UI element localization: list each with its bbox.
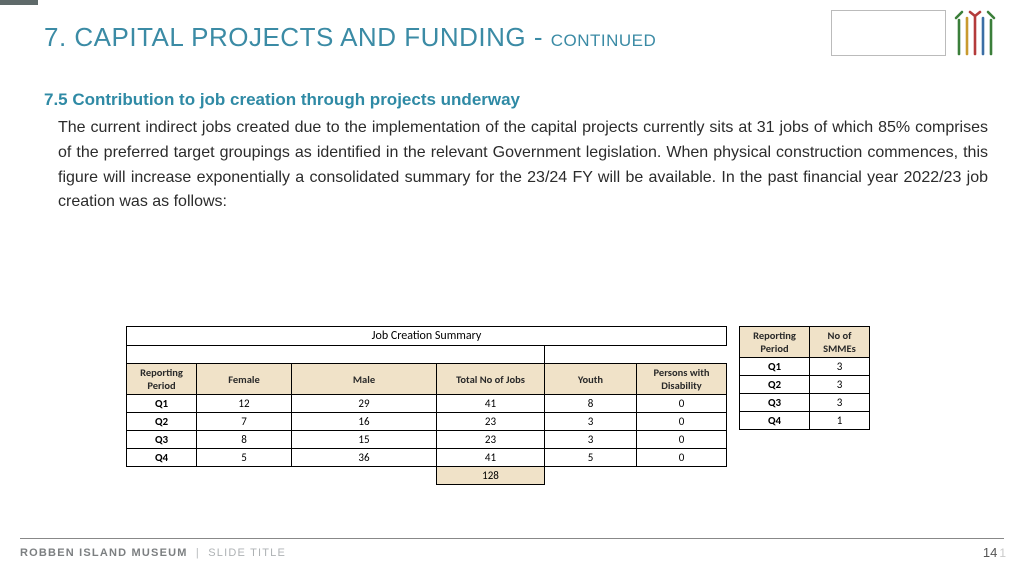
smme-table: Reporting Period No of SMMEs Q1 3 Q2 3 Q…: [739, 326, 870, 430]
logo-arm: [988, 12, 994, 18]
footer-sep: |: [196, 547, 200, 559]
table-total-row: 128: [127, 467, 727, 485]
museum-logo-icon: [954, 10, 996, 56]
placeholder-box: [831, 10, 946, 56]
table-row: Q2 3: [740, 376, 870, 394]
section-heading: 7.5 Contribution to job creation through…: [44, 90, 520, 110]
total-cell: 128: [437, 467, 545, 485]
col-header: Youth: [545, 364, 637, 395]
col-header: Female: [197, 364, 292, 395]
table-header-row: Reporting Period No of SMMEs: [740, 327, 870, 358]
title-main: 7. CAPITAL PROJECTS AND FUNDING -: [44, 22, 551, 52]
col-header: Reporting Period: [740, 327, 810, 358]
table-row: Q3 3: [740, 394, 870, 412]
logo-arm: [970, 12, 980, 16]
footer-brand: ROBBEN ISLAND MUSEUM: [20, 547, 188, 559]
logo-area: [831, 10, 996, 56]
footer: ROBBEN ISLAND MUSEUM | SLIDE TITLE 141: [20, 538, 1004, 560]
col-header: Persons with Disability: [637, 364, 727, 395]
col-header: No of SMMEs: [810, 327, 870, 358]
page-title: 7. CAPITAL PROJECTS AND FUNDING - CONTIN…: [44, 22, 656, 53]
table-row: Q4 1: [740, 412, 870, 430]
col-header: Total No of Jobs: [437, 364, 545, 395]
page-number: 141: [983, 545, 1004, 560]
footer-left: ROBBEN ISLAND MUSEUM | SLIDE TITLE: [20, 547, 286, 559]
table-row: Q1 12 29 41 8 0: [127, 395, 727, 413]
accent-strip: [0, 0, 38, 5]
table-spacer-row: [127, 346, 727, 364]
col-header: Reporting Period: [127, 364, 197, 395]
logo-arm: [956, 12, 962, 18]
table-title: Job Creation Summary: [127, 327, 727, 346]
table-row: Q2 7 16 23 3 0: [127, 413, 727, 431]
table-row: Q3 8 15 23 3 0: [127, 431, 727, 449]
footer-slide-title: SLIDE TITLE: [208, 547, 286, 559]
title-sub: CONTINUED: [551, 31, 657, 50]
table-title-row: Job Creation Summary: [127, 327, 727, 346]
tables-container: Job Creation Summary Reporting Period Fe…: [126, 326, 870, 485]
table-row: Q1 3: [740, 358, 870, 376]
col-header: Male: [292, 364, 437, 395]
section-body: The current indirect jobs created due to…: [58, 116, 988, 215]
table-row: Q4 5 36 41 5 0: [127, 449, 727, 467]
table-header-row: Reporting Period Female Male Total No of…: [127, 364, 727, 395]
job-creation-table: Job Creation Summary Reporting Period Fe…: [126, 326, 727, 485]
